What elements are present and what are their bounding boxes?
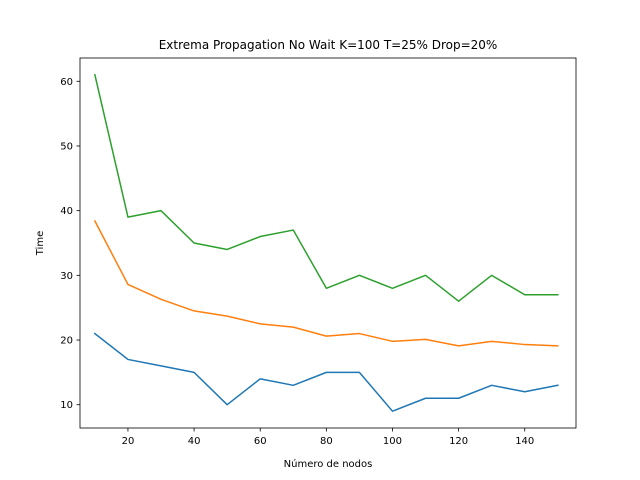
x-tick-label: 140 [515,436,534,447]
plot-area-frame [79,57,577,429]
series-line-3 [93,73,559,302]
x-tick-label: 60 [254,436,267,447]
y-tick-label: 50 [60,141,73,152]
chart-title: Extrema Propagation No Wait K=100 T=25% … [159,38,498,52]
series-line-1 [93,332,559,412]
series-layer [93,73,559,412]
x-tick-label: 20 [122,436,135,447]
y-axis-ticks: 10 20 30 40 50 60 [60,77,80,411]
y-tick-label: 30 [60,271,73,282]
series-line-2 [93,219,559,347]
x-tick-label: 80 [320,436,333,447]
x-tick-label: 120 [449,436,468,447]
x-axis-ticks: 20 40 60 80 100 120 140 [122,428,534,447]
x-tick-label: 40 [188,436,201,447]
y-tick-label: 10 [60,400,73,411]
x-tick-label: 100 [383,436,402,447]
x-axis-label: Número de nodos [284,458,373,470]
y-tick-label: 60 [60,77,73,88]
y-tick-label: 20 [60,336,73,347]
y-axis-label: Time [35,231,46,256]
y-tick-label: 40 [60,206,73,217]
